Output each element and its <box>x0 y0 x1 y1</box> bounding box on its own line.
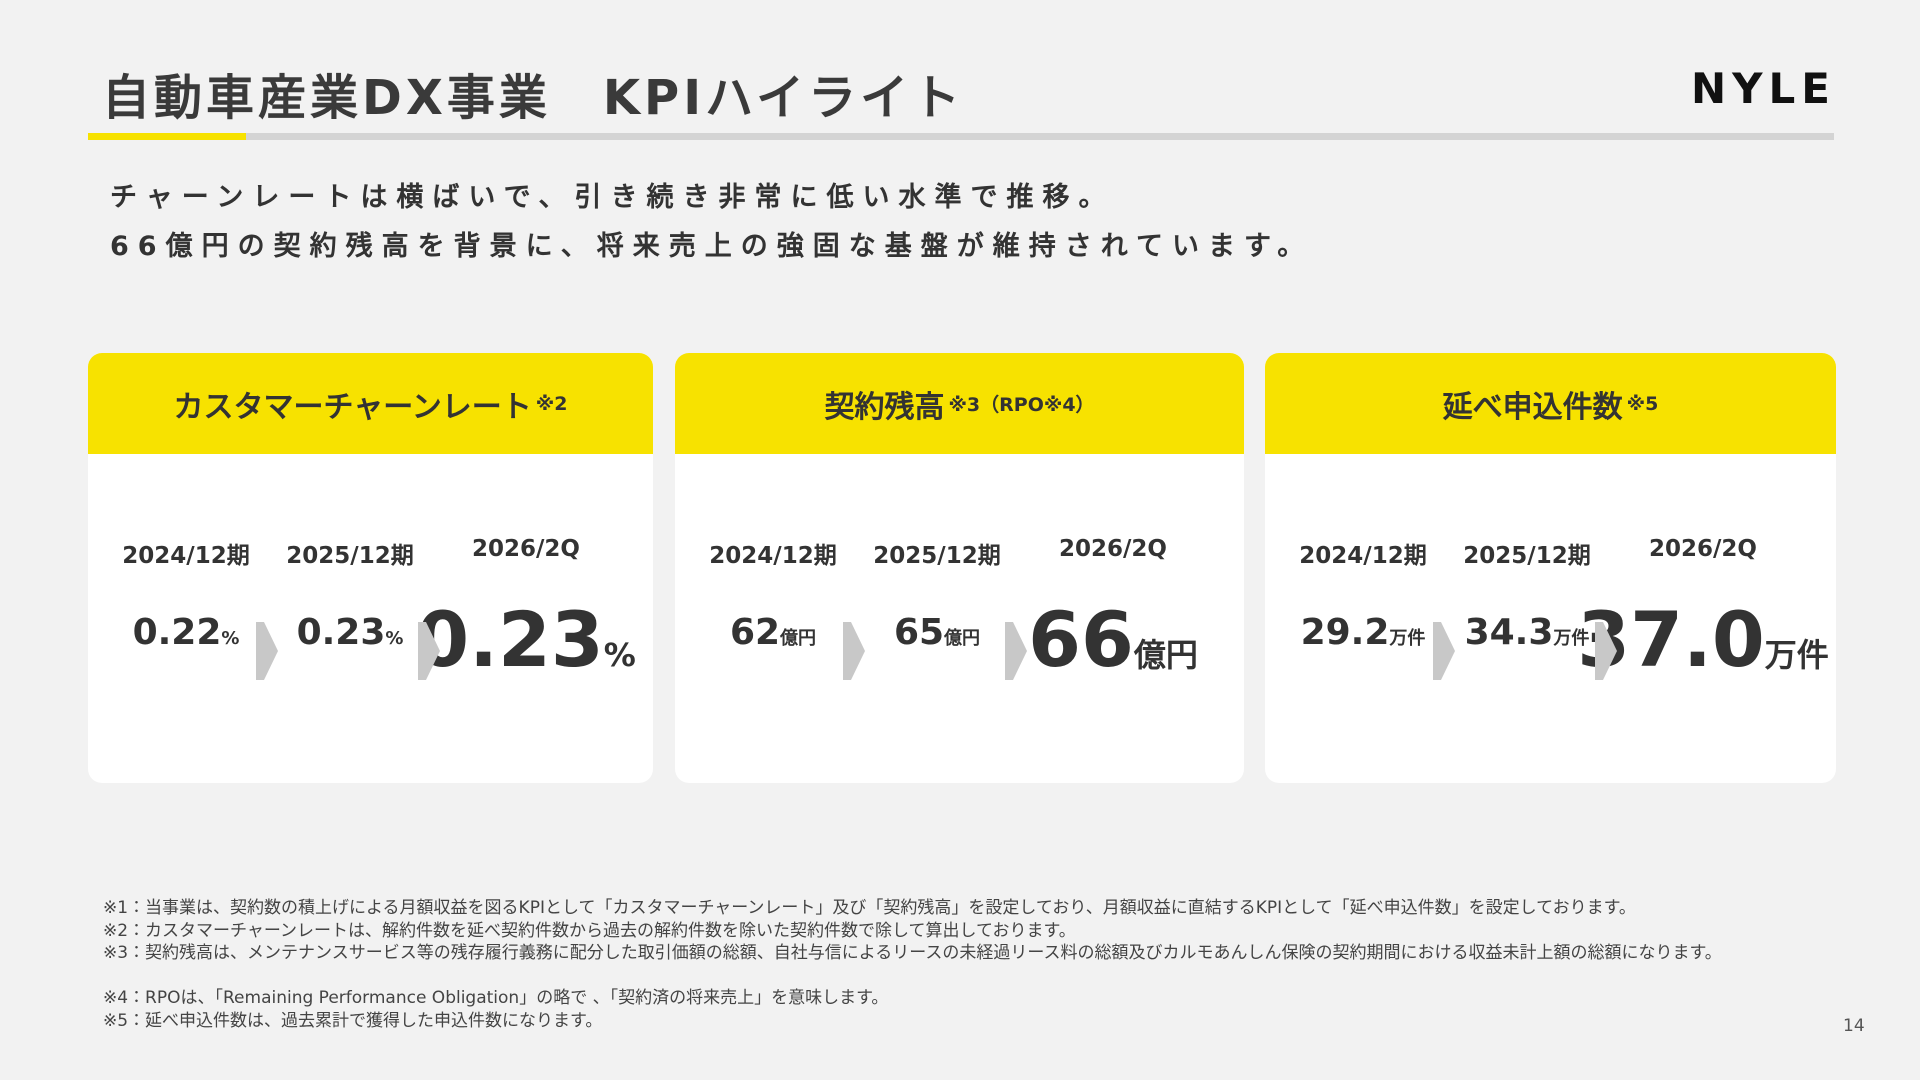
arrow-shape <box>1595 622 1617 680</box>
kpi-value: 34.3万件 <box>1465 612 1590 653</box>
value-number: 66 <box>1028 595 1134 684</box>
kpi-card: カスタマーチャーンレート ※2 <box>88 353 653 783</box>
page-number: 14 <box>1843 1016 1865 1036</box>
value-unit: 億円 <box>944 628 981 649</box>
footnote: ※2：カスタマーチャーンレートは、解約件数を延べ契約件数から過去の解約件数を除い… <box>103 920 1076 941</box>
footnote: ※4：RPOは、「Remaining Performance Obligatio… <box>103 988 889 1009</box>
footnote: ※3：契約残高は、メンテナンスサービス等の残存履行義務に配分した取引価額の総額、… <box>103 943 1722 964</box>
arrow-shape <box>1433 622 1455 680</box>
kpi-value: 0.22% <box>133 612 240 653</box>
period-label: 2025/12期 <box>873 543 1001 569</box>
footnote: ※5：延べ申込件数は、過去累計で獲得した申込件数になります。 <box>103 1011 603 1031</box>
value-unit: 万件 <box>1764 636 1829 674</box>
arrow-shape <box>418 622 440 680</box>
kpi-value: 0.23% <box>416 595 636 684</box>
card-note: ※5 <box>1626 392 1659 415</box>
kpi-card: 契約残高 ※3（RPO※4） <box>675 353 1244 783</box>
lead-line: チャーンレートは横ばいで、引き続き非常に低い水準で推移。 <box>110 182 1115 213</box>
period-label: 2024/12期 <box>122 543 250 569</box>
arrow-shape <box>843 622 865 680</box>
arrow-shape <box>1005 622 1027 680</box>
logo: NYLE <box>1690 64 1836 113</box>
value-number: 29.2 <box>1300 612 1390 653</box>
value-number: 62 <box>729 612 781 653</box>
value-unit: 万件 <box>1553 628 1590 649</box>
card-header: 延べ申込件数 ※5 <box>1265 353 1836 454</box>
value-number: 0.22 <box>132 612 222 653</box>
card-title: カスタマーチャーンレート <box>173 389 532 425</box>
footnote: ※1：当事業は、契約数の積上げによる月額収益を図るKPIとして「カスタマーチャー… <box>103 898 1636 918</box>
value-unit: % <box>221 628 240 649</box>
period-label: 2024/12期 <box>1299 543 1427 569</box>
arrow <box>256 622 278 680</box>
card-header: 契約残高 ※3（RPO※4） <box>675 353 1244 454</box>
period-label: 2026/2Q <box>472 536 580 562</box>
kpi-value: 66億円 <box>1028 595 1198 684</box>
value-unit: 億円 <box>780 628 817 649</box>
period-label: 2025/12期 <box>1463 543 1591 569</box>
value-unit: 億円 <box>1133 636 1198 674</box>
arrow <box>418 622 440 680</box>
card-title: 延べ申込件数 <box>1442 389 1623 425</box>
arrow <box>1005 622 1027 680</box>
period-label: 2026/2Q <box>1059 536 1167 562</box>
value-number: 34.3 <box>1464 612 1554 653</box>
value-number: 0.23 <box>416 595 604 684</box>
card-note: ※3（RPO※4） <box>948 394 1095 416</box>
title: 自動車産業DX事業 KPIハイライト <box>102 70 965 126</box>
period-label: 2026/2Q <box>1649 536 1757 562</box>
arrow <box>843 622 865 680</box>
kpi-value: 29.2万件 <box>1301 612 1426 653</box>
kpi-value: 0.23% <box>297 612 404 653</box>
kpi-value: 62億円 <box>730 612 816 653</box>
period-label: 2025/12期 <box>286 543 414 569</box>
kpi-card: 延べ申込件数 ※5 <box>1265 353 1836 783</box>
card-title: 契約残高 <box>824 389 945 425</box>
value-unit: % <box>603 636 636 674</box>
divider <box>88 133 1834 140</box>
card-note: ※2 <box>535 392 568 415</box>
value-number: 65 <box>893 612 945 653</box>
arrow <box>1595 622 1617 680</box>
arrow <box>1433 622 1455 680</box>
value-unit: % <box>385 628 404 649</box>
value-unit: 万件 <box>1389 628 1426 649</box>
value-number: 0.23 <box>296 612 386 653</box>
period-label: 2024/12期 <box>709 543 837 569</box>
lead-line: 66億円の契約残高を背景に、将来売上の強固な基盤が維持されています。 <box>110 231 1314 262</box>
kpi-value: 65億円 <box>894 612 980 653</box>
arrow-shape <box>256 622 278 680</box>
card-header: カスタマーチャーンレート ※2 <box>88 353 653 454</box>
divider-accent <box>88 133 246 140</box>
